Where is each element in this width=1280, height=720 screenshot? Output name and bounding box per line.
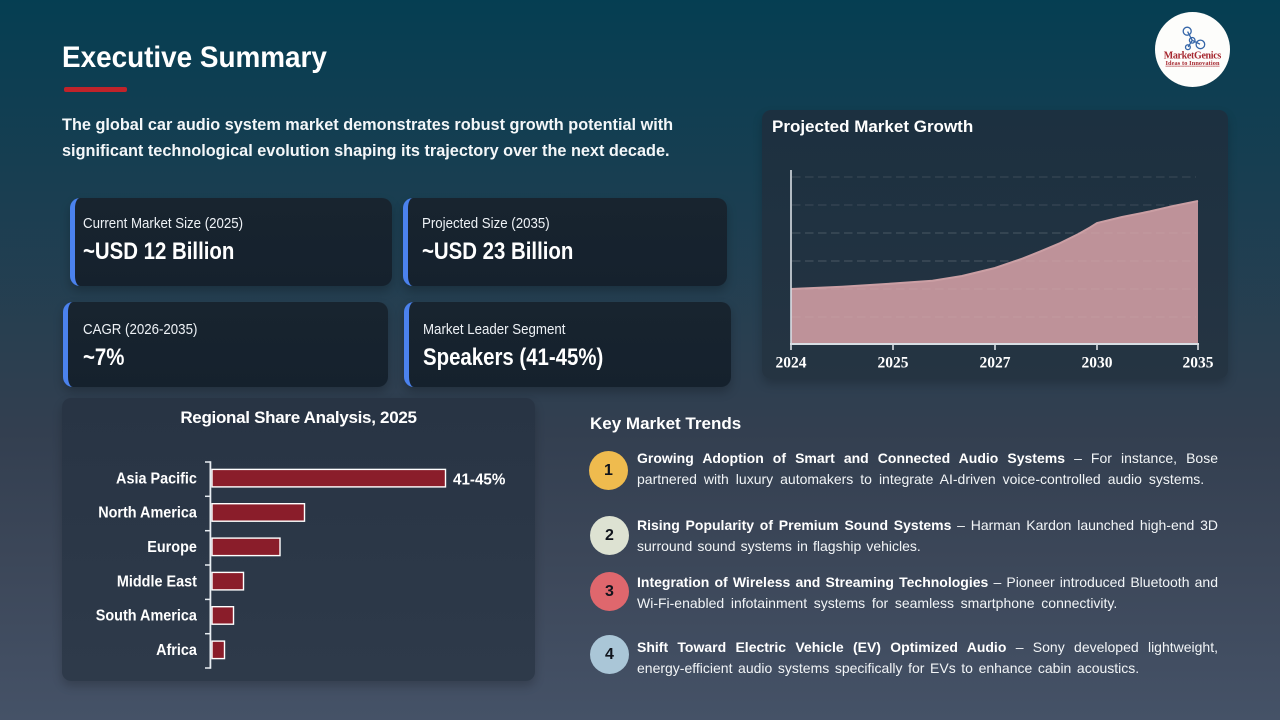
svg-text:North America: North America xyxy=(98,504,197,522)
svg-text:2024: 2024 xyxy=(776,355,807,372)
svg-text:Ideas to Innovation: Ideas to Innovation xyxy=(1166,60,1220,67)
svg-text:Europe: Europe xyxy=(147,539,197,557)
svg-text:Middle East: Middle East xyxy=(117,573,197,591)
svg-text:41-45%: 41-45% xyxy=(453,471,505,488)
svg-text:2027: 2027 xyxy=(980,355,1011,372)
svg-text:2030: 2030 xyxy=(1082,355,1113,372)
svg-text:South America: South America xyxy=(96,607,198,625)
svg-text:Africa: Africa xyxy=(156,642,197,660)
svg-text:MarketGenics: MarketGenics xyxy=(1164,50,1222,61)
svg-text:2035: 2035 xyxy=(1183,355,1214,372)
svg-text:2025: 2025 xyxy=(878,355,909,372)
svg-text:Asia Pacific: Asia Pacific xyxy=(116,470,197,488)
